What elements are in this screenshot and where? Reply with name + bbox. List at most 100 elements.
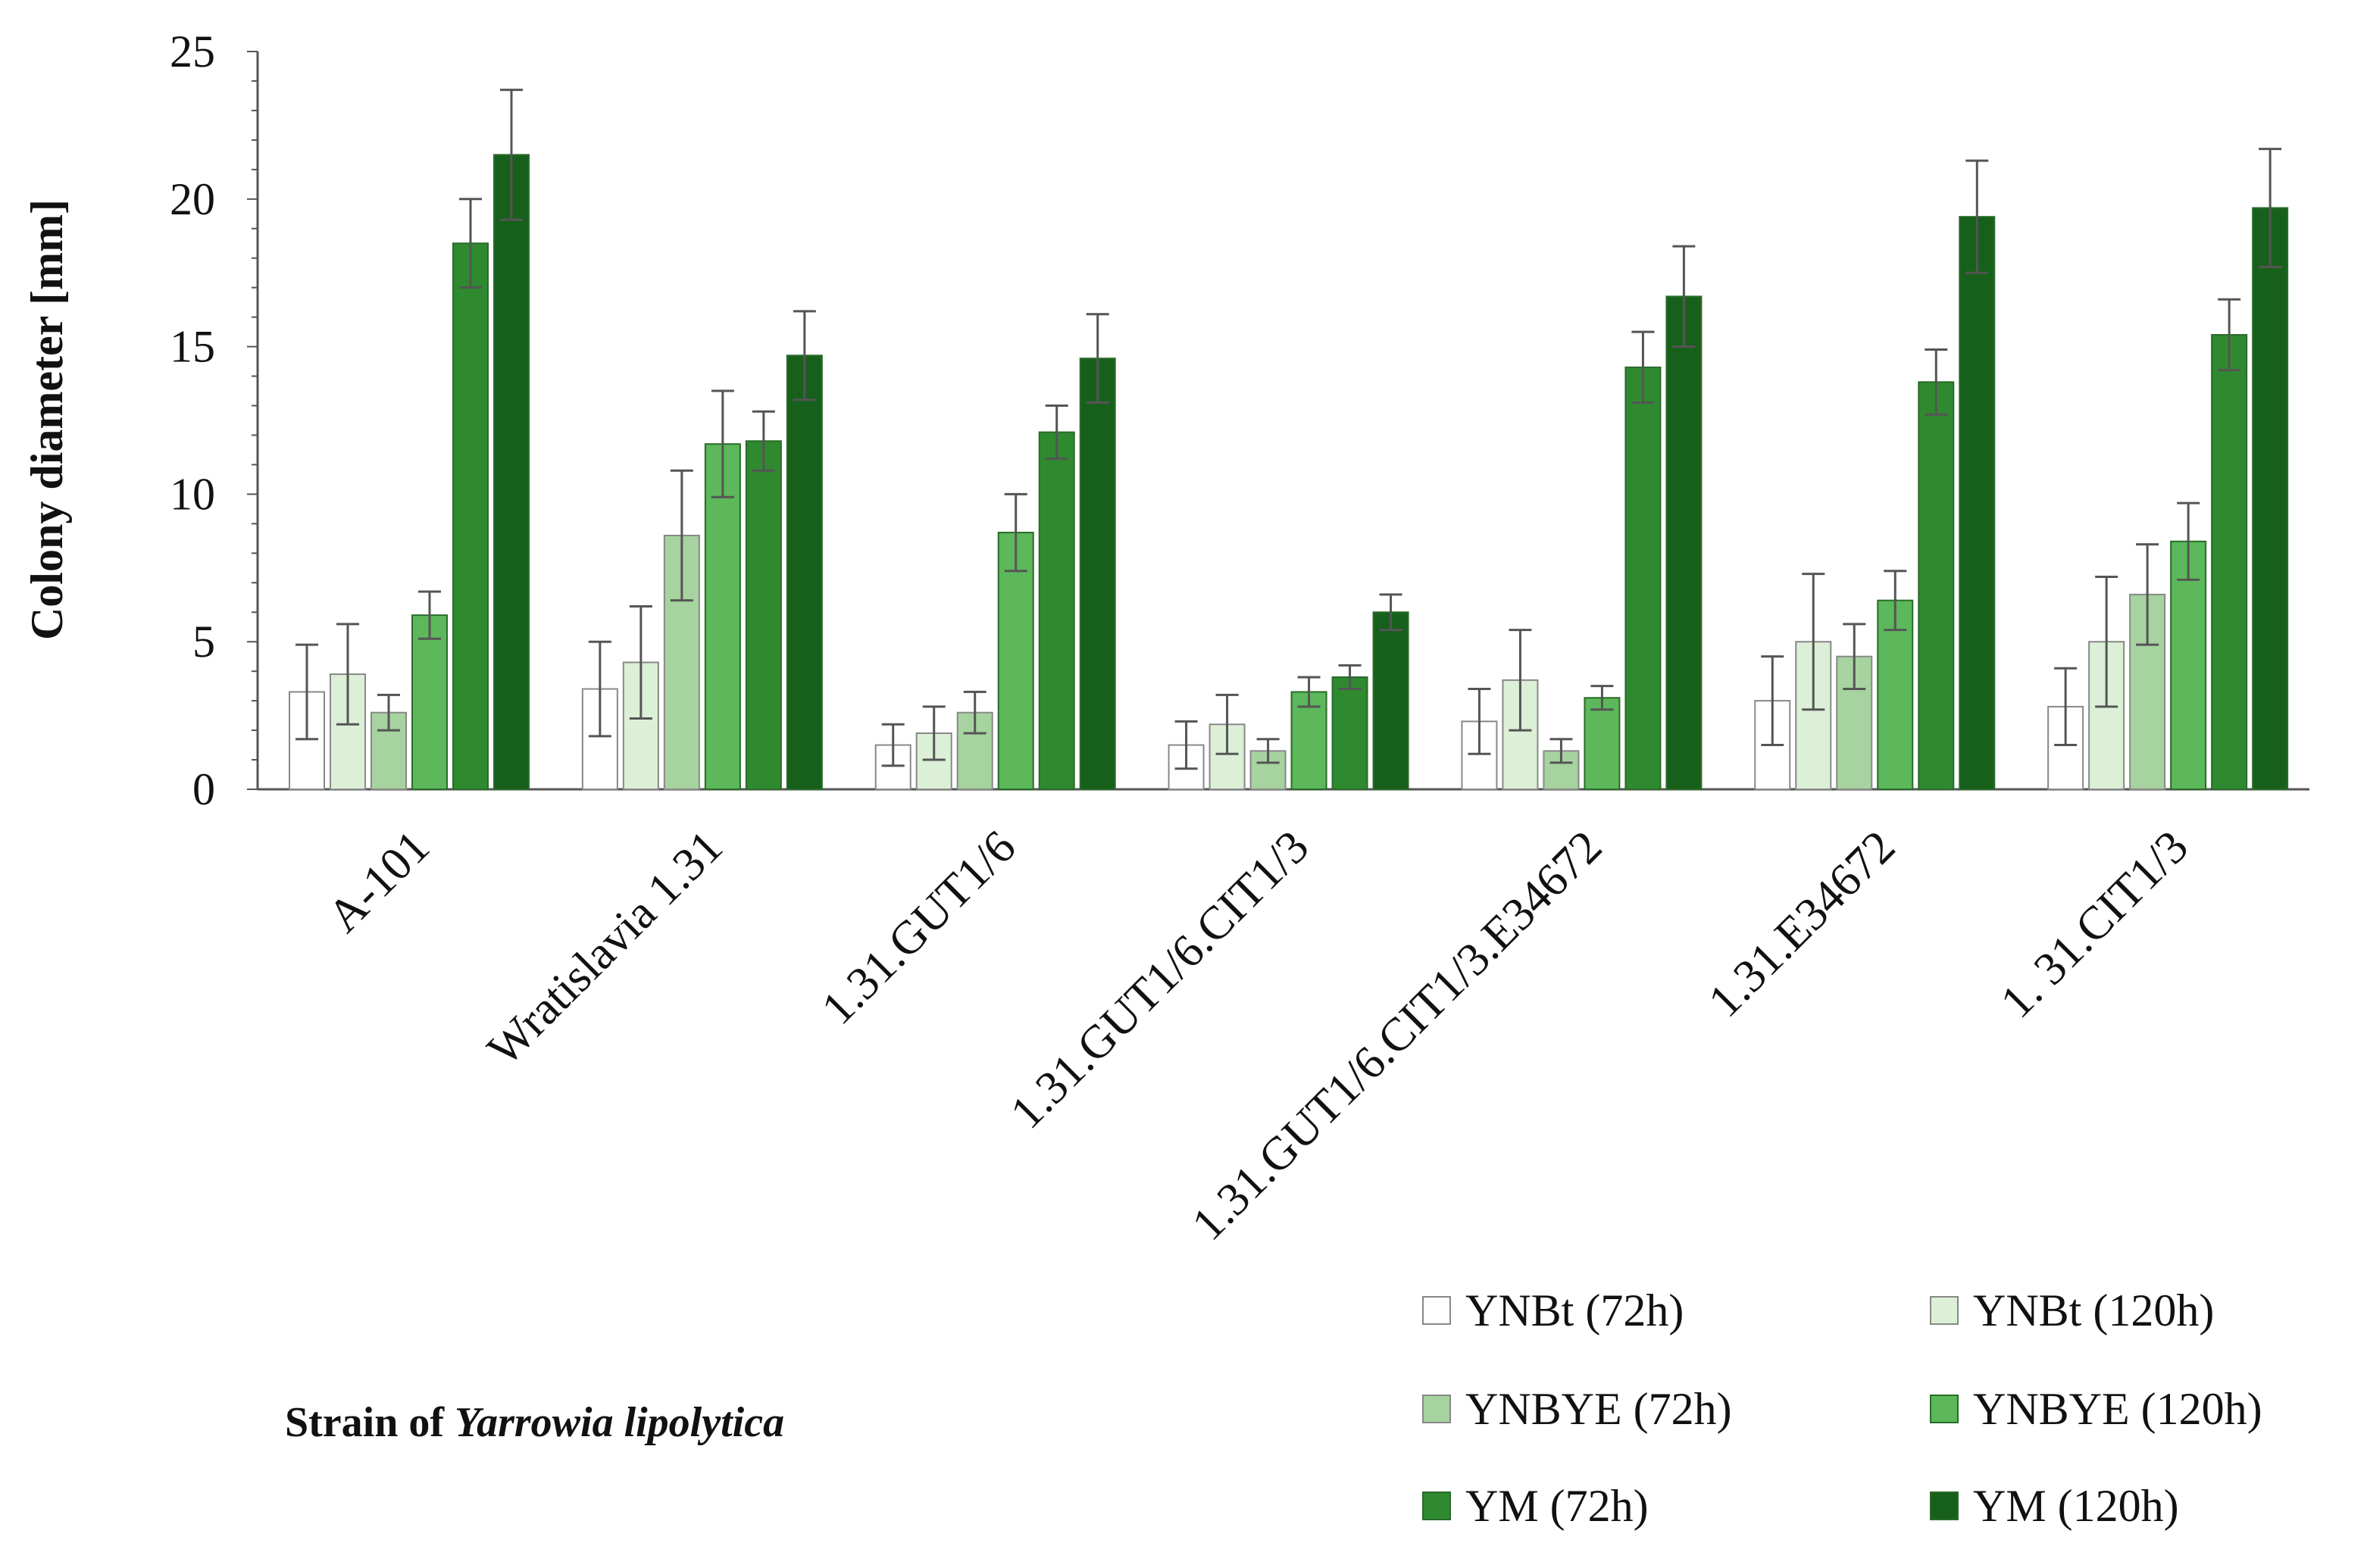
bar [411, 614, 448, 790]
bar [1038, 431, 1075, 790]
error-bar [1925, 348, 1948, 416]
error-bar [1802, 573, 1825, 711]
error-bar [2095, 575, 2118, 708]
error-bar [459, 198, 482, 289]
error-bar [1468, 688, 1491, 755]
error-bar [1672, 245, 1696, 348]
bar [1624, 366, 1662, 790]
error-bar [1549, 738, 1573, 764]
legend-label: YNBt (120h) [1973, 1285, 2214, 1335]
x-axis-label-prefix: Strain of [285, 1399, 455, 1446]
bar [622, 661, 659, 790]
error-bar [500, 89, 523, 221]
legend-label: YM (120h) [1973, 1481, 2179, 1531]
legend-swatch [1930, 1491, 1959, 1520]
bar [2252, 207, 2289, 791]
error-bar [418, 590, 441, 640]
error-bar [629, 604, 652, 720]
error-bar [752, 410, 775, 472]
bar [1918, 381, 1955, 790]
bar [2211, 334, 2248, 790]
error-bar [2054, 667, 2078, 747]
bar [745, 440, 782, 790]
error-bar [1590, 685, 1614, 711]
legend-label: YM (72h) [1465, 1481, 1649, 1531]
error-bar [1379, 593, 1402, 632]
bar-group [289, 89, 530, 791]
error-bar [793, 310, 816, 401]
bar [2170, 540, 2207, 791]
category-label: 1. 31.CIT1/3 [1991, 821, 2198, 1028]
error-bar [1338, 664, 1362, 691]
y-tick-label: 20 [170, 174, 215, 224]
bar [493, 154, 530, 791]
y-tick-label: 10 [170, 469, 215, 519]
y-tick-label: 5 [192, 617, 215, 667]
category-label: 1.31.E34672 [1699, 821, 1905, 1027]
error-bar [881, 723, 905, 767]
legend-item: YM (72h) [1422, 1481, 1649, 1531]
error-bar [963, 690, 987, 735]
legend-swatch [1930, 1395, 1959, 1423]
error-bar [2177, 501, 2200, 581]
bar-group [1461, 245, 1703, 791]
error-bar [377, 693, 400, 732]
category-label: A-101 [318, 821, 439, 942]
bar [452, 242, 489, 790]
y-tick-label: 0 [192, 764, 215, 814]
error-bar [2259, 148, 2282, 268]
legend: YNBt (72h) YNBt (120h) YNBYE (72h) YNBYE (1… [1422, 1285, 2262, 1531]
bar [1331, 676, 1368, 791]
error-bar [1509, 629, 1532, 732]
bars [289, 89, 2289, 791]
bar-group [2047, 148, 2289, 791]
legend-item: YM (120h) [1930, 1481, 2179, 1531]
error-bar [1843, 623, 1866, 691]
error-bar [295, 643, 318, 741]
error-bar [336, 623, 359, 726]
error-bar [1215, 693, 1239, 755]
error-bar [1884, 570, 1907, 632]
bar [1372, 611, 1409, 790]
error-bar [1631, 330, 1655, 404]
error-bar [1761, 655, 1784, 747]
error-bar [1256, 738, 1280, 764]
y-axis-label: Colony diameter [mm] [22, 199, 72, 640]
category-label: 1.31.GUT1/6.CIT1/3 [1001, 821, 1318, 1139]
y-tick-label: 25 [170, 27, 215, 77]
legend-item: YNBYE (72h) [1422, 1384, 1732, 1434]
bar [786, 355, 823, 790]
bar [1290, 691, 1327, 790]
legend-label: YNBYE (120h) [1973, 1384, 2262, 1434]
legend-item: YNBYE (120h) [1930, 1384, 2262, 1434]
bar-group [1168, 593, 1409, 791]
legend-item: YNBt (120h) [1930, 1285, 2214, 1335]
legend-swatch [1930, 1296, 1959, 1325]
bar [1877, 599, 1914, 790]
bar [1584, 697, 1621, 790]
legend-label: YNBt (72h) [1465, 1285, 1684, 1335]
legend-label: YNBYE (72h) [1465, 1384, 1732, 1434]
error-bar [2136, 543, 2159, 646]
error-bar [1086, 313, 1109, 404]
error-bar [670, 469, 693, 602]
bar [1959, 216, 1996, 790]
error-bar [1045, 404, 1068, 461]
x-axis-label: Strain of Yarrowia lipolytica [285, 1399, 784, 1446]
legend-swatch [1422, 1491, 1451, 1520]
bar-group [874, 313, 1116, 791]
error-bar [1004, 492, 1027, 573]
bar [1665, 295, 1703, 791]
bar [1079, 358, 1116, 790]
legend-item: YNBt (72h) [1422, 1285, 1684, 1335]
bar-group [581, 310, 823, 791]
error-bar [588, 640, 611, 738]
error-bar [922, 705, 946, 761]
legend-swatch [1422, 1296, 1451, 1325]
category-label: 1.31.GUT1/6 [812, 821, 1026, 1035]
error-bar [1965, 159, 1989, 274]
legend-swatch [1422, 1395, 1451, 1423]
bar-group [1754, 159, 1996, 791]
category-label: Wratislavia 1.31 [478, 821, 733, 1076]
